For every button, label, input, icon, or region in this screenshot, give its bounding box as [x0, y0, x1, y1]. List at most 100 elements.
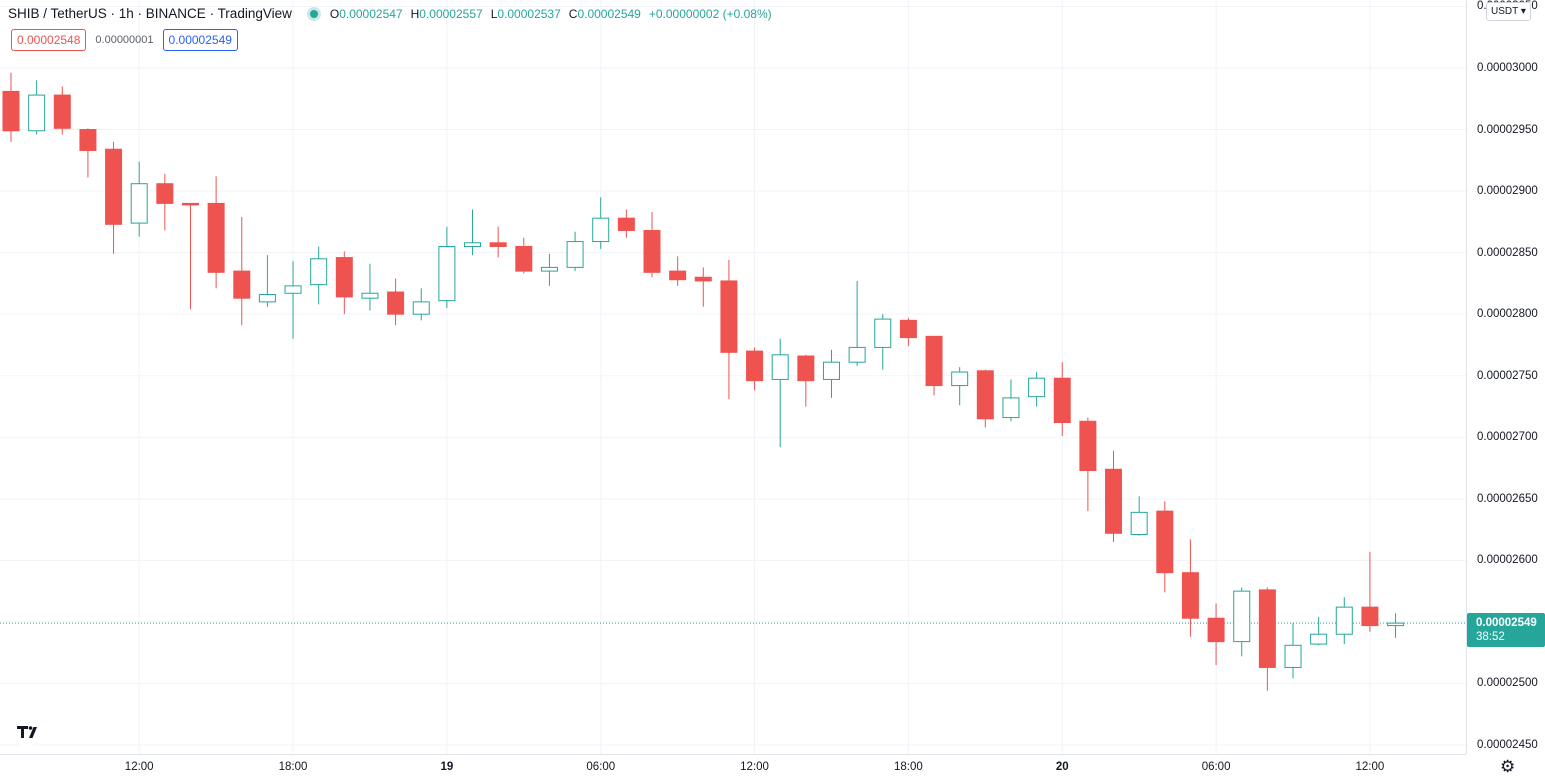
candle[interactable] — [976, 369, 994, 428]
price-tick-label: 0.00002900 — [1477, 185, 1538, 198]
candle-body — [412, 301, 430, 315]
candle-body — [1002, 397, 1020, 419]
candle[interactable] — [1310, 616, 1328, 646]
candle[interactable] — [335, 251, 353, 315]
candle[interactable] — [771, 338, 789, 448]
candle[interactable] — [258, 255, 276, 307]
candle[interactable] — [951, 367, 969, 406]
candle[interactable] — [464, 209, 482, 256]
candle[interactable] — [387, 278, 405, 326]
candle[interactable] — [1079, 417, 1097, 512]
candle[interactable] — [669, 256, 687, 286]
candle[interactable] — [874, 314, 892, 370]
candle-body — [746, 350, 764, 382]
candle-body — [643, 229, 661, 273]
candle[interactable] — [720, 260, 738, 400]
candle[interactable] — [797, 354, 815, 407]
candle[interactable] — [1105, 450, 1123, 542]
price-tick-label: 0.00002500 — [1477, 677, 1538, 690]
candle[interactable] — [1053, 362, 1071, 437]
candle[interactable] — [1181, 539, 1199, 637]
candle[interactable] — [1156, 501, 1174, 593]
candle[interactable] — [643, 212, 661, 278]
candle[interactable] — [822, 349, 840, 398]
candle[interactable] — [438, 226, 456, 309]
candle-body — [669, 270, 687, 281]
symbol-title[interactable]: SHIB / TetherUS · 1h · BINANCE · Trading… — [8, 6, 292, 21]
candle[interactable] — [105, 141, 123, 254]
candle[interactable] — [848, 280, 866, 366]
candle-body — [310, 258, 328, 286]
time-axis[interactable]: 12:00 18:00 19 06:00 12:00 18:00 20 06:00 12:00 — [0, 754, 1466, 782]
candle[interactable] — [181, 202, 199, 310]
sell-button[interactable]: 0.00002548 — [11, 29, 87, 51]
candle-body — [592, 217, 610, 243]
candle[interactable] — [899, 317, 917, 347]
candle[interactable] — [592, 197, 610, 249]
candle[interactable] — [207, 176, 225, 289]
open-label: O — [329, 6, 340, 21]
candle-body — [1233, 590, 1251, 643]
time-tick-label: 06:00 — [1201, 761, 1231, 773]
candle[interactable] — [130, 161, 148, 237]
high-label: H — [410, 6, 420, 21]
candle[interactable] — [79, 128, 97, 178]
gear-icon[interactable]: ⚙ — [1500, 757, 1516, 776]
candle[interactable] — [746, 347, 764, 391]
candle-body — [848, 346, 866, 363]
candle[interactable] — [694, 267, 712, 307]
time-tick-label: 20 — [1055, 761, 1069, 773]
candle-body — [361, 292, 379, 299]
candle[interactable] — [515, 237, 533, 274]
candlestick-chart[interactable] — [0, 0, 1466, 754]
candle-body — [1156, 510, 1174, 574]
currency-dropdown[interactable]: USDT ▾ — [1486, 2, 1531, 21]
bar-countdown: 38:52 — [1476, 631, 1505, 644]
candle[interactable] — [412, 288, 430, 321]
candle[interactable] — [1028, 372, 1046, 407]
price-tick-label: 0.00002800 — [1477, 308, 1538, 321]
last-price-value: 0.00002549 — [1476, 617, 1537, 630]
candle[interactable] — [566, 231, 584, 272]
last-price-tag: 0.00002549 38:52 — [1467, 613, 1545, 648]
candle[interactable] — [1002, 379, 1020, 422]
candle[interactable] — [1387, 613, 1405, 638]
candle-body — [53, 94, 71, 129]
candles-group — [2, 72, 1405, 691]
candle[interactable] — [2, 72, 20, 142]
price-tick-label: 0.00002450 — [1477, 739, 1538, 751]
candle-body — [130, 183, 148, 224]
candle[interactable] — [540, 253, 558, 286]
candle[interactable] — [28, 80, 46, 135]
candle-body — [694, 276, 712, 282]
candle[interactable] — [233, 216, 251, 326]
candle-body — [1361, 606, 1379, 627]
candle[interactable] — [53, 86, 71, 135]
candle[interactable] — [489, 226, 507, 258]
candle[interactable] — [1207, 603, 1225, 665]
candle[interactable] — [1361, 551, 1379, 632]
candle-body — [335, 257, 353, 298]
candle[interactable] — [156, 173, 174, 231]
buy-button[interactable]: 0.00002549 — [162, 29, 238, 51]
candle-body — [258, 293, 276, 303]
time-tick-label: 19 — [440, 761, 454, 773]
candle[interactable] — [925, 335, 943, 396]
candle-body — [797, 355, 815, 382]
tradingview-logo-icon[interactable] — [10, 716, 44, 746]
candle[interactable] — [617, 209, 635, 238]
candle[interactable] — [1335, 597, 1353, 645]
candle-body — [207, 202, 225, 273]
candle[interactable] — [1284, 623, 1302, 679]
candle[interactable] — [1258, 587, 1276, 691]
candle-body — [28, 94, 46, 132]
candle-body — [1028, 377, 1046, 398]
candle-body — [438, 245, 456, 302]
candle[interactable] — [284, 261, 302, 339]
candle-body — [1335, 606, 1353, 635]
change-value: +0.00000002 (+0.08%) — [648, 6, 772, 21]
candle[interactable] — [1130, 496, 1148, 536]
candle[interactable] — [310, 246, 328, 305]
candle[interactable] — [1233, 587, 1251, 657]
candle[interactable] — [361, 263, 379, 311]
